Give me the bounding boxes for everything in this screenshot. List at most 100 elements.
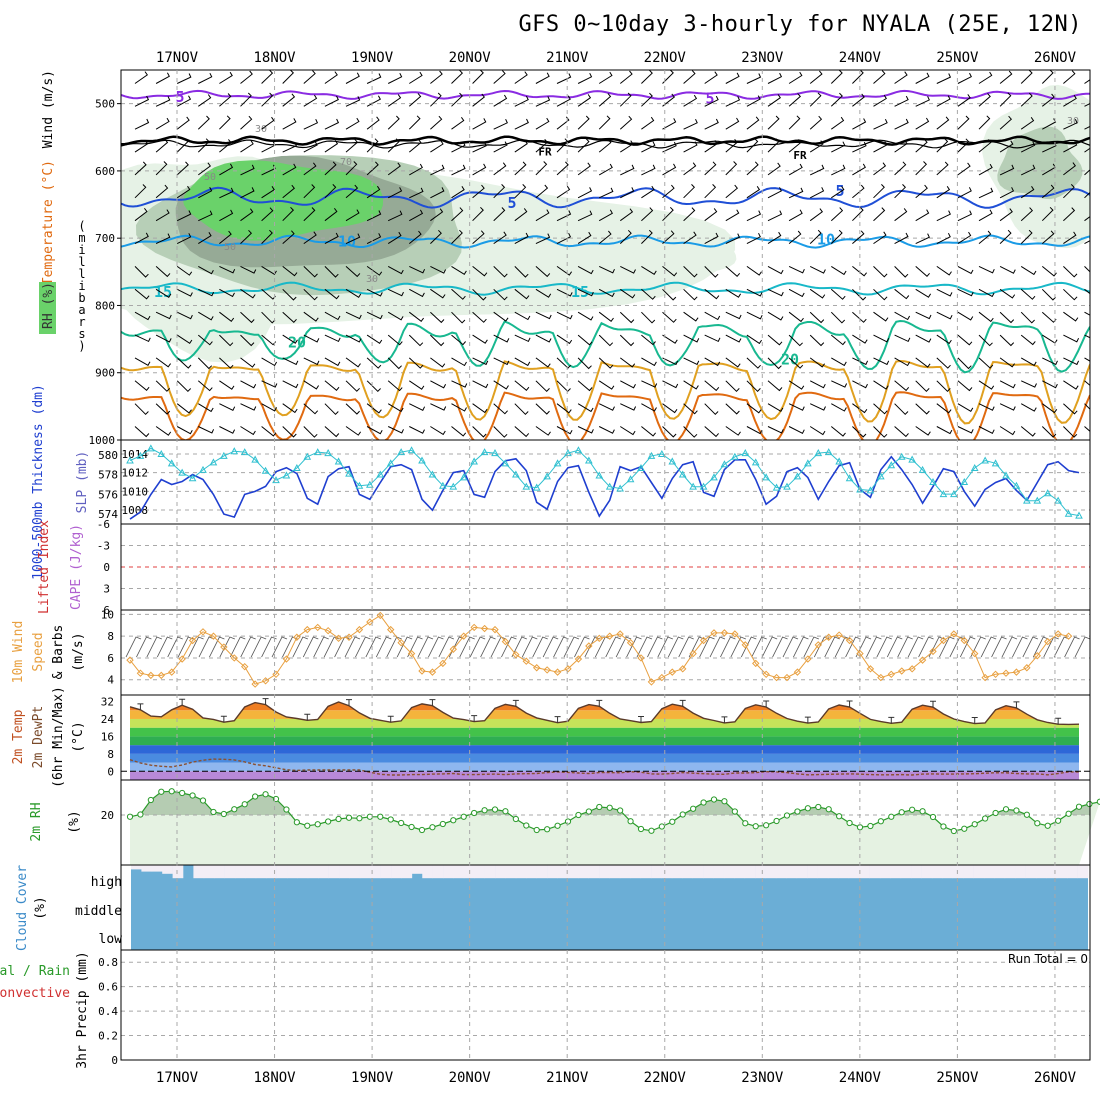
wind-barb-10m [647, 636, 663, 658]
cloud-high-gap [755, 865, 766, 879]
wind-barb [936, 426, 953, 435]
wind-barb [641, 141, 656, 153]
wind-barb [134, 118, 150, 130]
wind-barb [704, 266, 719, 278]
wind-speed-point [679, 665, 687, 673]
rh-2m-point [387, 816, 394, 823]
cloud-high-gap [359, 865, 371, 879]
wind-barb [809, 311, 825, 324]
wind-barb-10m [1022, 636, 1039, 658]
temp-contour-30 [121, 391, 1090, 440]
wind-barb [535, 334, 552, 343]
wind-barb [408, 139, 422, 153]
temp-maxmin-bar [471, 715, 478, 722]
rh-2m-point [356, 815, 363, 822]
wind-barb [493, 311, 509, 322]
slp-point [595, 471, 604, 479]
day-label-bottom: 24NOV [839, 1070, 882, 1086]
wind-barb [472, 163, 487, 176]
temp-maxmin-bar [137, 703, 144, 710]
wind-barb [894, 288, 910, 300]
wind-barb [1041, 266, 1057, 277]
pressure-axis-label-char: ) [78, 339, 85, 353]
wind-barb [198, 288, 215, 297]
rh-2m-point [1034, 820, 1041, 827]
wind-barb [451, 334, 466, 346]
wind-speed-point [793, 668, 802, 676]
wind-barb [282, 206, 295, 222]
wind-barb [514, 184, 527, 199]
wind-barb [219, 209, 234, 222]
wind-barb [366, 357, 382, 369]
wind-barb-10m [876, 636, 893, 658]
temp-maxmin-bar [971, 717, 978, 724]
slp-point [918, 465, 927, 473]
slp-point [355, 481, 364, 489]
wind-barb [1084, 311, 1090, 316]
wind-speed-point [157, 671, 165, 680]
wind-barb [809, 380, 826, 389]
wind-barb [577, 138, 590, 153]
wind-barb [746, 210, 762, 222]
wind-barb [936, 95, 951, 107]
slp-point [887, 461, 896, 469]
slp-point [126, 456, 134, 464]
wind-barb [240, 334, 255, 347]
wind-barb [387, 288, 404, 297]
wind-barb [767, 265, 784, 275]
day-label-top: 18NOV [253, 50, 296, 66]
wind-barb [219, 163, 234, 176]
wind-barb [662, 93, 676, 107]
temp-contour-label: FR [538, 146, 552, 159]
wind-barb [451, 265, 467, 275]
temp-axis-label-units: (°C) [71, 721, 86, 752]
wind-barb [198, 232, 212, 245]
slp-point [741, 449, 750, 457]
li-tick-label: 0 [103, 561, 110, 574]
temp-maxmin-bar [262, 698, 269, 705]
wind-barb [409, 71, 423, 84]
wind-speed-point [668, 668, 676, 676]
wind-speed-point [762, 670, 770, 679]
wind-tick-label: 10 [101, 608, 114, 621]
wind-barb [683, 266, 698, 278]
wind-barb-10m [177, 636, 194, 658]
wind-barb [577, 265, 594, 275]
wind-tick-label: 6 [107, 652, 114, 665]
wind-barb [936, 116, 950, 130]
cloud-high-gap [1077, 865, 1089, 879]
cloud-high-gap [869, 865, 881, 879]
wind-barb [788, 403, 805, 411]
temp-maxmin-bar [804, 716, 811, 724]
wind-speed-point [1002, 669, 1010, 677]
rh-2m-point [721, 798, 728, 805]
wind-speed-point [241, 662, 249, 671]
cloud-high-gap [380, 865, 392, 879]
rh-2m-point [648, 827, 655, 834]
slp-point [313, 448, 322, 456]
wind-barb [451, 92, 464, 107]
cloud-high-gap [619, 865, 631, 879]
wind-barb [978, 403, 995, 411]
wind-barb [514, 95, 529, 107]
wind-barb [894, 232, 909, 245]
cloud-high-gap [713, 865, 725, 879]
slp-point [386, 459, 395, 467]
precip-tick-label: 0 [111, 1054, 118, 1067]
wind-barb [303, 70, 316, 84]
wind-speed-point [626, 638, 635, 647]
rh-2m-point [825, 806, 832, 813]
wind-barb [620, 164, 635, 176]
cloud-high-gap [807, 865, 818, 879]
wind-barb-10m [396, 636, 413, 658]
wind-barb [366, 233, 382, 245]
wind-barb [809, 92, 822, 107]
wind-barb [894, 71, 908, 84]
wind-barb [240, 70, 253, 84]
slp-point [553, 459, 562, 467]
wind-barb [577, 334, 593, 346]
temp-contour-label: 15 [571, 283, 589, 301]
precip-tick-label: 0.8 [98, 956, 118, 969]
wind-barb-10m [334, 636, 350, 658]
rh-2m-point [752, 823, 759, 830]
